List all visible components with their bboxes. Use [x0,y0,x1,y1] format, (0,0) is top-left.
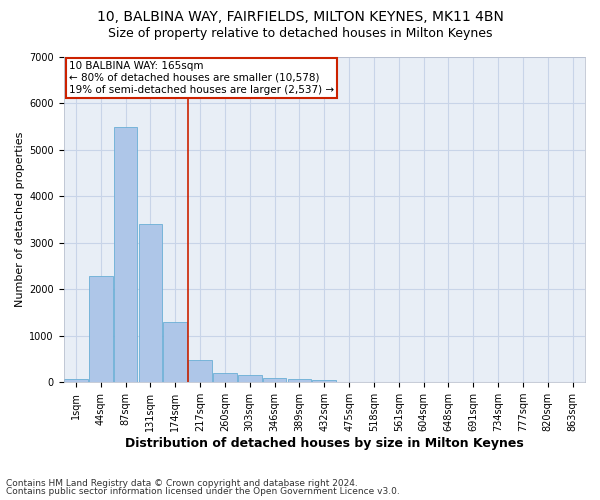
Bar [114,127,137,382]
Bar [89,276,113,382]
Bar [313,380,336,382]
Bar [64,378,88,382]
Text: 10 BALBINA WAY: 165sqm
← 80% of detached houses are smaller (10,578)
19% of semi: 10 BALBINA WAY: 165sqm ← 80% of detached… [69,62,334,94]
Bar [139,224,162,382]
Bar [238,374,262,382]
Text: Contains public sector information licensed under the Open Government Licence v3: Contains public sector information licen… [6,487,400,496]
X-axis label: Distribution of detached houses by size in Milton Keynes: Distribution of detached houses by size … [125,437,524,450]
Bar [287,379,311,382]
Text: 10, BALBINA WAY, FAIRFIELDS, MILTON KEYNES, MK11 4BN: 10, BALBINA WAY, FAIRFIELDS, MILTON KEYN… [97,10,503,24]
Bar [213,373,237,382]
Bar [163,322,187,382]
Bar [188,360,212,382]
Bar [263,378,286,382]
Text: Size of property relative to detached houses in Milton Keynes: Size of property relative to detached ho… [108,28,492,40]
Text: Contains HM Land Registry data © Crown copyright and database right 2024.: Contains HM Land Registry data © Crown c… [6,478,358,488]
Y-axis label: Number of detached properties: Number of detached properties [15,132,25,307]
